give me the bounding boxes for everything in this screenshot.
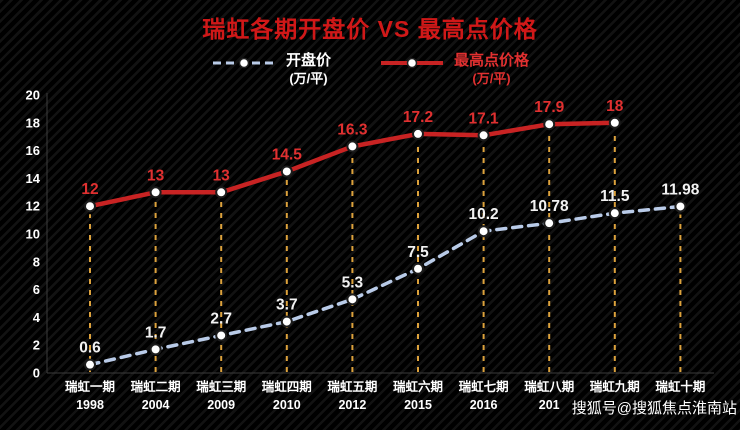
y-axis-label: 18 bbox=[26, 115, 40, 130]
data-label: 17.2 bbox=[403, 109, 433, 126]
data-point bbox=[608, 116, 621, 129]
data-label: 10.2 bbox=[469, 206, 499, 223]
data-label: 11.5 bbox=[600, 188, 630, 205]
y-axis-label: 0 bbox=[33, 366, 40, 381]
data-label: 13 bbox=[147, 167, 165, 184]
y-axis-label: 20 bbox=[26, 88, 40, 103]
data-point bbox=[477, 225, 490, 238]
data-point bbox=[412, 262, 424, 275]
x-axis-label: 瑞虹二期 bbox=[131, 379, 181, 394]
x-axis-label: 瑞虹七期 bbox=[459, 379, 509, 394]
data-label: 0.6 bbox=[79, 340, 101, 357]
y-axis-label: 16 bbox=[26, 143, 40, 158]
x-axis-year-label: 2015 bbox=[404, 398, 432, 412]
data-label: 17.9 bbox=[534, 99, 565, 116]
x-axis-year-label: 2012 bbox=[338, 398, 366, 412]
x-axis-label: 瑞虹五期 bbox=[327, 379, 377, 394]
legend-label-opening-price: 开盘价 bbox=[285, 52, 331, 69]
data-point bbox=[477, 129, 490, 142]
x-axis-label: 瑞虹八期 bbox=[524, 379, 574, 394]
data-label: 3.7 bbox=[276, 297, 298, 314]
y-axis-label: 2 bbox=[33, 338, 40, 353]
legend-label-peak-price: 最高点价格 bbox=[454, 52, 530, 69]
y-axis-label: 10 bbox=[26, 227, 40, 242]
data-label: 18 bbox=[606, 98, 624, 115]
data-point bbox=[84, 358, 96, 371]
x-axis-year-label: 2010 bbox=[273, 398, 301, 412]
data-label: 12 bbox=[81, 181, 98, 198]
data-label: 5.3 bbox=[342, 274, 364, 291]
data-point bbox=[149, 186, 162, 199]
y-axis-label: 6 bbox=[33, 282, 40, 297]
data-label: 11.98 bbox=[661, 181, 699, 198]
data-label: 10.78 bbox=[530, 198, 569, 215]
x-axis-year-label: 1998 bbox=[76, 398, 104, 412]
data-point bbox=[84, 200, 96, 213]
peak-price-line-icon bbox=[381, 57, 443, 69]
data-label: 7.5 bbox=[407, 244, 429, 261]
data-label: 1.7 bbox=[145, 324, 167, 341]
data-point bbox=[280, 315, 293, 328]
data-point bbox=[674, 200, 687, 213]
x-axis-year-label: 201 bbox=[539, 398, 560, 412]
data-label: 17.1 bbox=[469, 110, 500, 127]
data-label: 2.7 bbox=[210, 310, 232, 327]
y-axis-label: 4 bbox=[33, 310, 41, 325]
data-point bbox=[215, 329, 228, 342]
line-chart: 0 2 4 6 8 10 12 14 16 18 20 0.6 1.7 2.7 3.7 5.3 7.5 10.2 1… bbox=[26, 88, 714, 412]
x-axis-label: 瑞虹四期 bbox=[262, 379, 312, 394]
data-label: 14.5 bbox=[272, 146, 303, 163]
data-point bbox=[149, 343, 162, 356]
data-point bbox=[346, 140, 359, 153]
x-axis-label: 瑞虹十期 bbox=[655, 379, 705, 394]
x-axis-label: 瑞虹三期 bbox=[196, 379, 246, 394]
y-axis-label: 12 bbox=[26, 199, 40, 214]
x-axis-label: 瑞虹六期 bbox=[393, 379, 443, 394]
data-point bbox=[608, 207, 621, 220]
data-point bbox=[543, 118, 556, 131]
data-point bbox=[215, 186, 228, 199]
y-axis-label: 14 bbox=[26, 171, 41, 186]
watermark: 搜狐号@搜狐焦点淮南站 bbox=[571, 400, 737, 417]
data-point bbox=[346, 293, 359, 306]
legend-unit-opening-price: (万/平) bbox=[289, 70, 328, 86]
data-point bbox=[412, 127, 424, 140]
legend-item-opening-price: 开盘价 (万/平) bbox=[211, 52, 331, 87]
legend-unit-peak-price: (万/平) bbox=[472, 70, 511, 86]
x-axis-year-label: 2016 bbox=[470, 398, 498, 412]
x-axis-year-label: 2004 bbox=[142, 398, 170, 412]
legend-item-peak-price: 最高点价格 (万/平) bbox=[379, 52, 529, 87]
opening-price-line bbox=[88, 204, 683, 367]
x-axis-label: 瑞虹九期 bbox=[590, 379, 640, 394]
x-axis-year-label: 2009 bbox=[207, 398, 235, 412]
chart-title: 瑞虹各期开盘价 VS 最高点价格 bbox=[202, 16, 538, 42]
data-point bbox=[280, 165, 293, 178]
opening-price-line-icon bbox=[212, 57, 275, 69]
data-label: 16.3 bbox=[337, 121, 368, 138]
data-point bbox=[543, 217, 556, 230]
y-axis-label: 8 bbox=[33, 254, 40, 269]
x-axis-label: 瑞虹一期 bbox=[65, 379, 115, 394]
data-label: 13 bbox=[213, 167, 231, 184]
legend: 开盘价 (万/平) 最高点价格 (万/平) bbox=[0, 52, 740, 87]
